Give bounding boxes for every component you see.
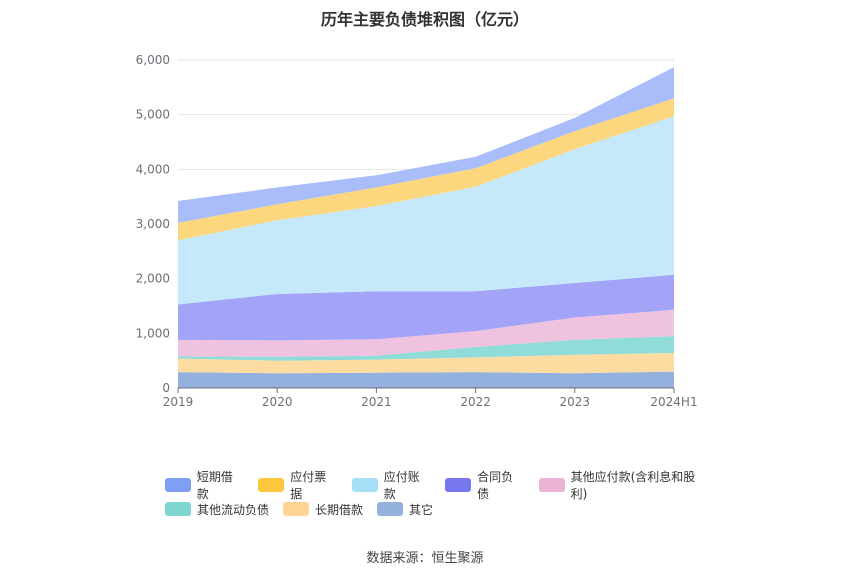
legend-item[interactable]: 应付账款 <box>351 468 431 502</box>
x-tick-label: 2023 <box>560 395 591 409</box>
legend-swatch <box>538 478 565 492</box>
legend-row: 其他流动负债 长期借款 其它 <box>165 497 725 521</box>
area-series <box>178 67 674 388</box>
legend-item[interactable]: 应付票据 <box>258 468 337 502</box>
legend-swatch <box>445 478 472 492</box>
legend-item[interactable]: 短期借款 <box>165 468 244 502</box>
legend-swatch <box>283 502 310 516</box>
legend-label: 长期借款 <box>315 502 364 517</box>
legend-label: 应付账款 <box>383 470 420 501</box>
legend-item[interactable]: 其它 <box>377 501 433 518</box>
area-其他应付款(含利息和股利) <box>178 309 674 357</box>
legend-label: 其他流动负债 <box>197 502 270 517</box>
legend-row: 短期借款 应付票据 应付账款 合同负债 其他应付款(含利息和股利) <box>165 470 725 501</box>
y-tick-label: 1,000 <box>136 326 170 340</box>
y-tick-label: 0 <box>162 381 170 395</box>
stacked-area-chart: 0 1,000 2,000 3,000 4,000 5,000 6,000 2019 2020 2… <box>136 53 698 409</box>
legend: 短期借款 应付票据 应付账款 合同负债 其他应付款(含利息和股利) 其他流动负债 长期借款其… <box>165 470 725 521</box>
area-应付账款 <box>178 116 674 305</box>
x-tick-label: 2020 <box>262 395 293 409</box>
y-tick-label: 5,000 <box>136 108 170 122</box>
x-tick-label: 2024H1 <box>650 395 697 409</box>
chart-title: 历年主要负债堆积图（亿元） <box>320 10 529 29</box>
legend-swatch <box>351 478 378 492</box>
legend-swatch <box>165 478 191 492</box>
legend-item[interactable]: 其他应付款(含利息和股利) <box>538 468 711 502</box>
legend-label: 应付票据 <box>290 470 327 501</box>
y-tick-label: 6,000 <box>136 53 170 67</box>
legend-label: 短期借款 <box>196 470 233 501</box>
area-其它 <box>178 371 674 388</box>
data-source: 数据来源：恒生聚源 <box>366 551 484 566</box>
area-其他流动负债 <box>178 336 674 361</box>
y-tick-label: 2,000 <box>136 272 170 286</box>
legend-item[interactable]: 长期借款 <box>283 501 363 518</box>
area-短期借款 <box>178 67 674 223</box>
legend-label: 合同负债 <box>477 470 514 501</box>
area-应付票据 <box>178 98 674 241</box>
legend-item[interactable]: 合同负债 <box>445 468 524 502</box>
x-tick-label: 2022 <box>460 395 491 409</box>
axes: 0 1,000 2,000 3,000 4,000 5,000 6,000 2019 2020 2… <box>136 53 698 409</box>
legend-swatch <box>377 502 404 516</box>
y-tick-label: 4,000 <box>136 162 170 176</box>
legend-label: 其它 <box>409 502 434 517</box>
legend-swatch <box>258 478 285 492</box>
legend-label: 其他应付款(含利息和股利) <box>570 470 696 501</box>
legend-item[interactable]: 其他流动负债 <box>165 501 269 518</box>
area-合同负债 <box>178 274 674 341</box>
x-tick-label: 2019 <box>163 395 194 409</box>
legend-swatch <box>165 502 191 516</box>
x-tick-label: 2021 <box>361 395 392 409</box>
area-长期借款 <box>178 353 674 374</box>
y-tick-label: 3,000 <box>136 217 170 231</box>
